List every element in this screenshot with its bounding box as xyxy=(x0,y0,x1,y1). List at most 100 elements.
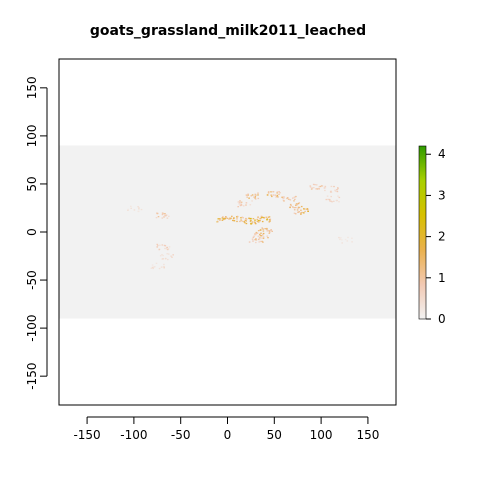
raster-cell xyxy=(221,219,224,221)
raster-cell xyxy=(261,220,264,223)
raster-cell xyxy=(298,202,301,204)
raster-cell xyxy=(262,237,265,239)
raster-cell xyxy=(264,228,266,230)
y-tick-label: 50 xyxy=(25,176,39,191)
raster-cell xyxy=(257,230,260,232)
raster-cell xyxy=(306,208,308,210)
raster-cell xyxy=(297,207,299,209)
raster-cell xyxy=(330,195,332,198)
raster-cell xyxy=(259,220,261,222)
raster-cell xyxy=(261,227,263,229)
raster-cell xyxy=(240,201,243,203)
raster-cell xyxy=(310,188,313,190)
raster-cell xyxy=(250,222,252,225)
raster-extent xyxy=(59,145,396,319)
legend-tick-label: 3 xyxy=(438,188,446,202)
raster-cell xyxy=(233,217,235,219)
raster-cell xyxy=(151,264,154,266)
raster-cell xyxy=(259,217,262,219)
raster-cell xyxy=(254,222,256,224)
raster-cell xyxy=(329,191,332,193)
raster-cell xyxy=(168,246,171,248)
raster-cell xyxy=(170,255,172,257)
raster-cell xyxy=(266,194,269,196)
raster-cell xyxy=(339,237,342,240)
raster-cell xyxy=(257,219,260,222)
raster-cell xyxy=(283,196,285,198)
raster-cell xyxy=(239,220,241,223)
raster-cell xyxy=(161,212,164,214)
raster-cell xyxy=(162,254,164,257)
raster-cell xyxy=(240,219,242,221)
raster-cell xyxy=(222,218,225,220)
raster-cell xyxy=(341,242,343,244)
raster-cell xyxy=(241,216,244,218)
raster-cell xyxy=(258,241,260,243)
raster-cell xyxy=(167,248,170,250)
raster-cell xyxy=(266,218,269,220)
raster-cell xyxy=(266,219,268,221)
raster-cell xyxy=(334,190,337,192)
raster-cell xyxy=(295,206,297,209)
raster-hotspot xyxy=(256,215,272,223)
raster-cell xyxy=(337,187,339,189)
raster-cell xyxy=(331,201,333,203)
raster-cell xyxy=(151,266,154,269)
raster-cell xyxy=(166,253,168,255)
raster-cell xyxy=(164,214,166,216)
raster-cell xyxy=(250,219,252,221)
raster-cell xyxy=(172,254,174,256)
raster-cell xyxy=(270,191,272,193)
legend-tick-label: 1 xyxy=(438,271,446,285)
raster-cell xyxy=(255,194,257,196)
raster-cell xyxy=(276,194,279,197)
raster-cell xyxy=(248,241,251,243)
raster-cell xyxy=(267,216,270,218)
raster-cell xyxy=(157,244,159,247)
raster-cell xyxy=(344,238,347,241)
raster-cell xyxy=(289,199,292,201)
raster-cell xyxy=(259,240,262,243)
raster-cell xyxy=(164,247,166,250)
raster-cell xyxy=(340,237,342,239)
legend-tick-label: 0 xyxy=(438,312,446,326)
raster-cell xyxy=(304,208,306,210)
raster-cell xyxy=(138,207,140,209)
raster-cell xyxy=(260,232,262,234)
raster-cell xyxy=(243,221,245,223)
raster-cell xyxy=(241,220,244,222)
raster-cell xyxy=(293,200,295,202)
raster-cell xyxy=(259,235,262,237)
raster-cell xyxy=(272,194,275,196)
raster-cell xyxy=(303,212,305,214)
raster-cell xyxy=(270,194,272,196)
raster-cell xyxy=(228,218,230,220)
raster-cell xyxy=(161,266,163,268)
y-tick-label: 0 xyxy=(25,228,39,236)
raster-cell xyxy=(297,211,299,213)
raster-cell xyxy=(247,193,249,195)
raster-cell xyxy=(292,197,294,199)
raster-cell xyxy=(312,183,315,186)
raster-cell xyxy=(351,237,353,239)
raster-cell xyxy=(282,197,284,200)
raster-cell xyxy=(330,185,333,188)
raster-cell xyxy=(127,208,129,211)
raster-hotspot xyxy=(156,243,171,251)
raster-cell xyxy=(163,216,165,218)
raster-cell xyxy=(257,216,259,219)
raster-hotspot xyxy=(155,212,170,219)
raster-cell xyxy=(163,263,165,266)
raster-cell xyxy=(272,191,274,193)
raster-cell xyxy=(294,213,297,215)
raster-hotspot xyxy=(245,192,260,200)
raster-cell xyxy=(239,204,242,207)
raster-cell xyxy=(316,188,319,190)
raster-cell xyxy=(267,237,269,239)
raster-cell xyxy=(324,189,326,192)
raster-cell xyxy=(254,198,257,200)
raster-cell xyxy=(253,221,256,223)
raster-hotspot xyxy=(248,236,264,244)
raster-cell xyxy=(262,230,265,232)
